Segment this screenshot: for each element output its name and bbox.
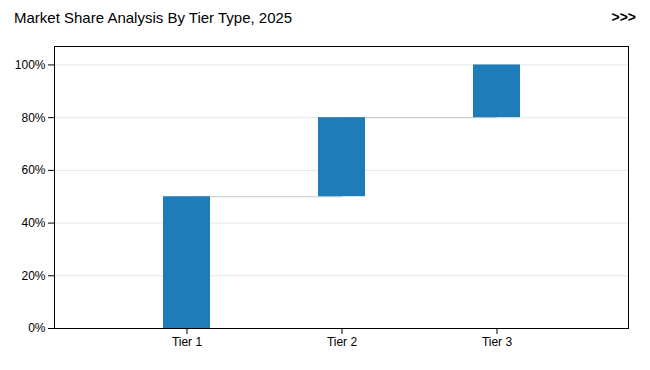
svg-text:Tier 2: Tier 2 (327, 335, 358, 349)
svg-text:Tier 1: Tier 1 (172, 335, 203, 349)
svg-text:40%: 40% (21, 216, 45, 230)
html-text:Market Share Analysis By Tier: Market Share Analysis By Tier Type, 2025 (14, 8, 293, 26)
svg-text:20%: 20% (21, 269, 45, 283)
svg-text:60%: 60% (21, 163, 45, 177)
svg-text:80%: 80% (21, 110, 45, 124)
svg-text:100%: 100% (15, 58, 46, 72)
svg-text:Tier 3: Tier 3 (482, 335, 513, 349)
svg-text:0%: 0% (28, 321, 46, 335)
